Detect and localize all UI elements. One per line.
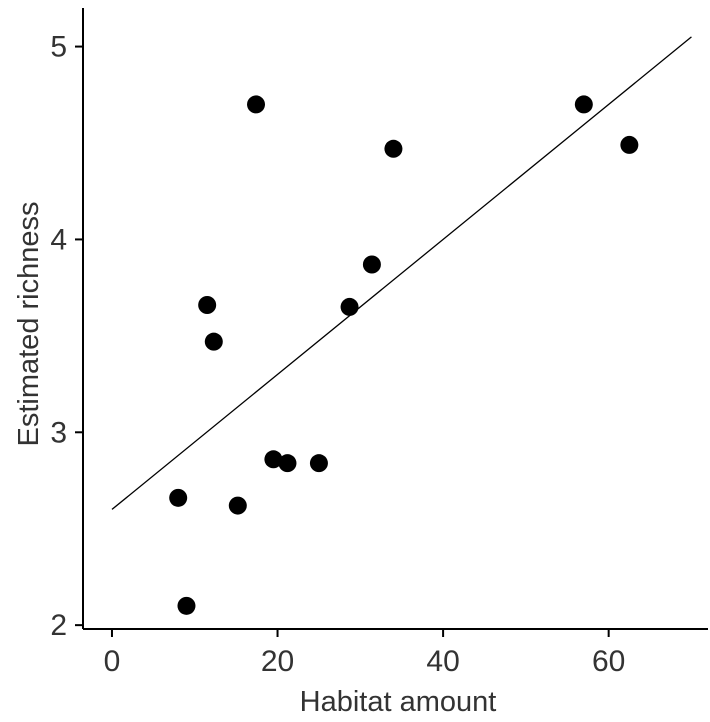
- regression-line-group: [111, 36, 692, 510]
- data-point: [384, 139, 403, 158]
- y-tick-label: 5: [50, 31, 67, 64]
- y-axis-ticks: 2 3 4 5: [50, 31, 83, 642]
- x-tick-label: 0: [104, 645, 121, 678]
- x-tick-label: 20: [261, 645, 294, 678]
- data-points: [169, 95, 639, 615]
- x-tick-label: 40: [426, 645, 459, 678]
- data-point: [574, 95, 593, 114]
- data-point: [198, 296, 217, 314]
- y-tick-label: 2: [50, 609, 67, 642]
- data-point: [177, 596, 196, 615]
- x-axis-title: Habitat amount: [300, 686, 497, 718]
- data-point: [278, 454, 297, 473]
- x-tick-label: 60: [592, 645, 625, 678]
- data-point: [309, 454, 328, 473]
- data-point: [264, 450, 283, 469]
- data-point: [620, 135, 639, 154]
- data-point: [204, 332, 223, 351]
- x-axis-ticks: 0 20 40 60: [104, 629, 625, 678]
- data-point: [340, 297, 359, 316]
- regression-line: [111, 36, 692, 510]
- data-point: [362, 255, 381, 274]
- data-point: [228, 496, 247, 515]
- data-point: [169, 488, 188, 507]
- y-axis-title: Estimated richness: [13, 202, 45, 447]
- y-tick-label: 3: [50, 416, 67, 449]
- data-point: [247, 95, 266, 114]
- y-tick-label: 4: [50, 223, 67, 256]
